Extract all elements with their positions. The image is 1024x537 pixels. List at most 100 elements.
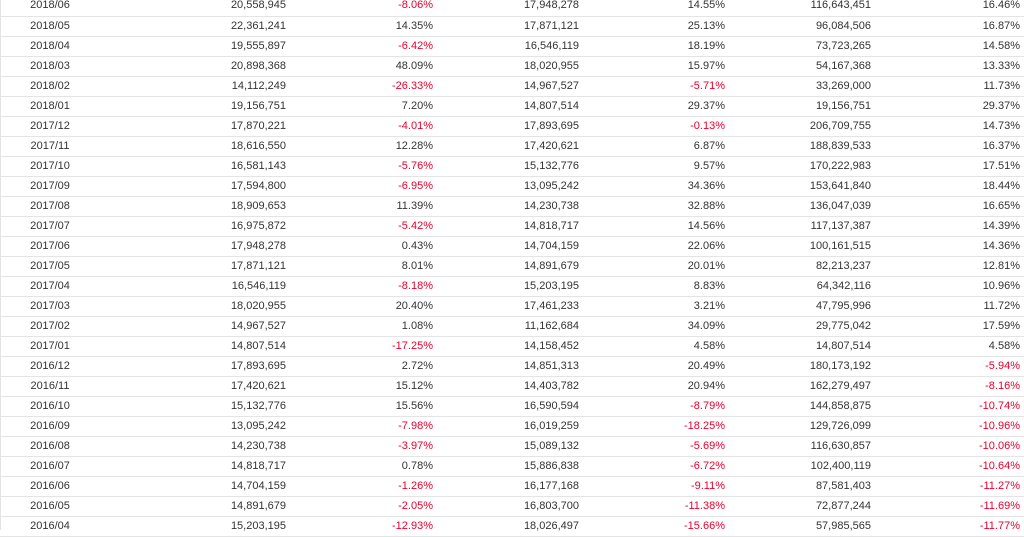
prior-year-value-cell: 16,019,259	[523, 419, 579, 432]
cumulative-value-cell: 206,709,755	[809, 119, 871, 132]
cumulative-change-cell: 16.37%	[982, 139, 1020, 152]
monthly-value-cell: 18,909,653	[230, 199, 286, 212]
monthly-value-cell: 15,203,195	[230, 519, 286, 532]
monthly-value-cell: 17,594,800	[230, 179, 286, 192]
monthly-change-cell: 7.20%	[401, 99, 433, 112]
month-cell: 2017/02	[30, 319, 70, 332]
cumulative-value-cell: 144,858,875	[809, 399, 871, 412]
yoy-change-cell: 4.58%	[693, 339, 725, 352]
cumulative-change-cell: 14.73%	[982, 119, 1020, 132]
month-cell: 2017/05	[30, 259, 70, 272]
yoy-change-cell: 25.13%	[687, 19, 725, 32]
month-cell: 2016/12	[30, 359, 70, 372]
yoy-change-cell: -18.25%	[684, 419, 725, 432]
table-row: 2016/07 14,818,717 0.78% 15,886,838 -6.72% 10…	[0, 456, 1024, 476]
yoy-change-cell: 20.49%	[687, 359, 725, 372]
monthly-change-cell: -8.18%	[398, 279, 433, 292]
month-cell: 2016/05	[30, 499, 70, 512]
cumulative-value-cell: 162,279,497	[809, 379, 871, 392]
prior-year-value-cell: 14,818,717	[523, 219, 579, 232]
yoy-change-cell: -6.72%	[690, 459, 725, 472]
table-row: 2017/08 18,909,653 11.39% 14,230,738 32.88% 1…	[0, 196, 1024, 216]
monthly-value-cell: 20,898,368	[230, 59, 286, 72]
monthly-change-cell: 12.28%	[395, 139, 433, 152]
month-cell: 2018/02	[30, 79, 70, 92]
cumulative-change-cell: -10.96%	[979, 419, 1020, 432]
prior-year-value-cell: 11,162,684	[524, 319, 579, 332]
cumulative-value-cell: 57,985,565	[815, 519, 871, 532]
cumulative-change-cell: 14.58%	[982, 39, 1020, 52]
monthly-value-cell: 14,891,679	[230, 499, 286, 512]
cumulative-change-cell: 11.72%	[983, 299, 1021, 312]
cumulative-value-cell: 33,269,000	[815, 79, 871, 92]
monthly-change-cell: 14.35%	[395, 19, 433, 32]
yoy-change-cell: 3.21%	[693, 299, 725, 312]
monthly-change-cell: -2.05%	[398, 499, 433, 512]
monthly-change-cell: 15.56%	[395, 399, 433, 412]
yoy-change-cell: 20.01%	[687, 259, 725, 272]
monthly-change-cell: -7.98%	[398, 419, 433, 432]
cumulative-value-cell: 180,173,192	[809, 359, 871, 372]
cumulative-value-cell: 136,047,039	[809, 199, 871, 212]
prior-year-value-cell: 16,546,119	[524, 39, 579, 52]
month-cell: 2016/06	[30, 479, 70, 492]
month-cell: 2018/01	[30, 99, 70, 112]
prior-year-value-cell: 14,403,782	[523, 379, 579, 392]
cumulative-change-cell: 14.39%	[982, 219, 1020, 232]
yoy-change-cell: 14.55%	[687, 0, 725, 12]
cumulative-value-cell: 82,213,237	[815, 259, 871, 272]
yoy-change-cell: 34.09%	[687, 319, 725, 332]
cumulative-change-cell: 17.59%	[982, 319, 1020, 332]
cumulative-change-cell: -10.06%	[979, 439, 1020, 452]
prior-year-value-cell: 15,886,838	[523, 459, 579, 472]
table-row: 2017/12 17,870,221 -4.01% 17,893,695 -0.13% 2…	[0, 116, 1024, 136]
prior-year-value-cell: 18,020,955	[523, 59, 579, 72]
yoy-change-cell: 32.88%	[687, 199, 725, 212]
monthly-change-cell: -5.76%	[398, 159, 433, 172]
yoy-change-cell: -5.71%	[690, 79, 725, 92]
cumulative-value-cell: 87,581,403	[815, 479, 871, 492]
monthly-change-cell: 15.12%	[395, 379, 433, 392]
monthly-change-cell: 48.09%	[395, 59, 433, 72]
yoy-change-cell: 22.06%	[687, 239, 725, 252]
month-cell: 2016/07	[30, 459, 70, 472]
cumulative-value-cell: 100,161,515	[809, 239, 871, 252]
monthly-change-cell: 0.43%	[401, 239, 433, 252]
month-cell: 2018/03	[30, 59, 70, 72]
prior-year-value-cell: 17,893,695	[523, 119, 579, 132]
table-row: 2016/09 13,095,242 -7.98% 16,019,259 -18.25%…	[0, 416, 1024, 436]
monthly-change-cell: 1.08%	[401, 319, 433, 332]
yoy-change-cell: 6.87%	[693, 139, 725, 152]
cumulative-value-cell: 117,137,387	[810, 219, 871, 232]
table-row: 2018/03 20,898,368 48.09% 18,020,955 15.97% 5…	[0, 56, 1024, 76]
month-cell: 2017/03	[30, 299, 70, 312]
cumulative-change-cell: 29.37%	[982, 99, 1020, 112]
cumulative-change-cell: -10.64%	[979, 459, 1020, 472]
yoy-change-cell: -0.13%	[690, 119, 725, 132]
table-row: 2017/05 17,871,121 8.01% 14,891,679 20.01% 82…	[0, 256, 1024, 276]
cumulative-value-cell: 129,726,099	[809, 419, 871, 432]
cumulative-change-cell: 16.87%	[982, 19, 1020, 32]
month-cell: 2017/06	[30, 239, 70, 252]
monthly-change-cell: -26.33%	[392, 79, 433, 92]
prior-year-value-cell: 15,089,132	[523, 439, 579, 452]
yoy-change-cell: 34.36%	[687, 179, 725, 192]
cumulative-change-cell: -10.74%	[979, 399, 1020, 412]
table-row: 2018/06 20,558,945 -8.06% 17,948,278 14.55% 1…	[0, 0, 1024, 16]
table-row: 2016/10 15,132,776 15.56% 16,590,594 -8.79% 1…	[0, 396, 1024, 416]
table-row: 2017/02 14,967,527 1.08% 11,162,684 34.09% 29…	[0, 316, 1024, 336]
monthly-value-cell: 16,975,872	[230, 219, 286, 232]
cumulative-change-cell: 17.51%	[982, 159, 1020, 172]
cumulative-change-cell: -11.69%	[979, 499, 1020, 512]
monthly-change-cell: 8.01%	[401, 259, 433, 272]
month-cell: 2018/06	[30, 0, 70, 12]
yoy-change-cell: -15.66%	[684, 519, 725, 532]
cumulative-change-cell: 11.73%	[983, 79, 1021, 92]
monthly-value-cell: 22,361,241	[230, 19, 286, 32]
cumulative-change-cell: 10.96%	[982, 279, 1020, 292]
cumulative-value-cell: 153,641,840	[809, 179, 871, 192]
yoy-change-cell: 8.83%	[693, 279, 725, 292]
cumulative-value-cell: 47,795,996	[815, 299, 871, 312]
monthly-value-cell: 15,132,776	[230, 399, 286, 412]
